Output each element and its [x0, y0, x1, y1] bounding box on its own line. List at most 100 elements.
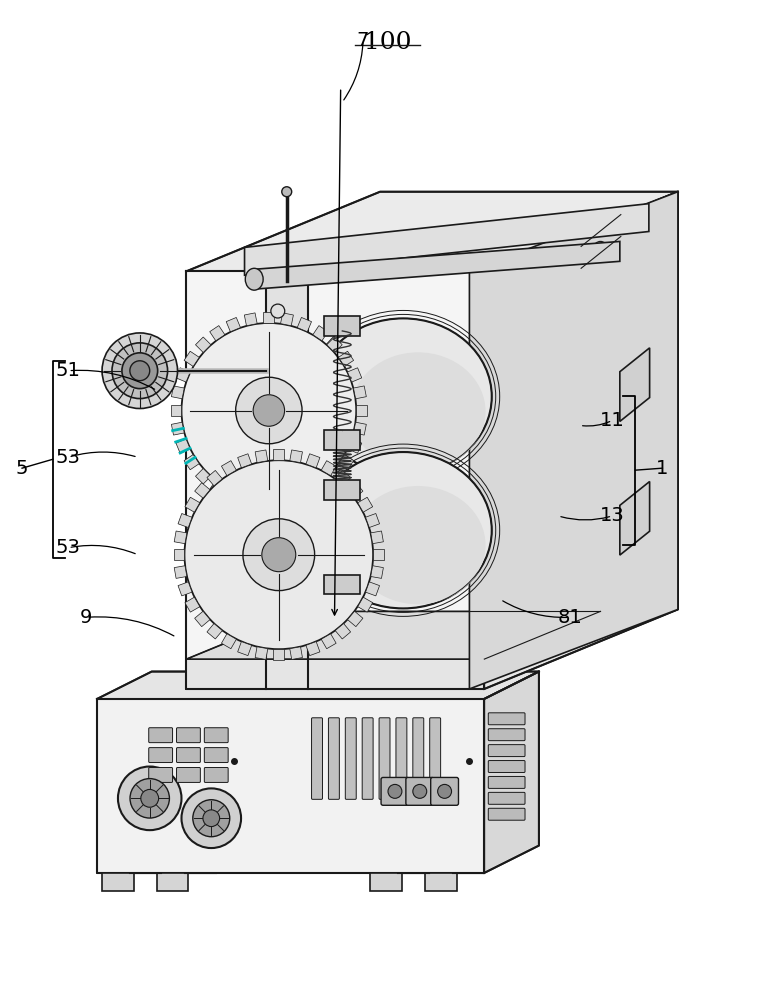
- Polygon shape: [469, 192, 678, 689]
- Polygon shape: [321, 461, 336, 476]
- Polygon shape: [244, 495, 257, 508]
- FancyBboxPatch shape: [176, 728, 200, 743]
- Circle shape: [437, 784, 451, 798]
- Circle shape: [282, 187, 291, 197]
- Polygon shape: [321, 634, 336, 649]
- FancyBboxPatch shape: [345, 718, 356, 799]
- Polygon shape: [347, 439, 362, 453]
- Polygon shape: [186, 192, 678, 271]
- Circle shape: [262, 538, 296, 572]
- Circle shape: [271, 304, 284, 318]
- Circle shape: [193, 800, 230, 837]
- Polygon shape: [186, 659, 484, 689]
- FancyBboxPatch shape: [406, 777, 434, 805]
- Polygon shape: [221, 634, 236, 649]
- Polygon shape: [356, 405, 368, 416]
- Polygon shape: [255, 450, 268, 463]
- Polygon shape: [195, 611, 210, 627]
- Polygon shape: [308, 500, 345, 560]
- Bar: [325, 575, 361, 594]
- Circle shape: [112, 343, 168, 399]
- FancyBboxPatch shape: [362, 718, 373, 799]
- Polygon shape: [327, 469, 342, 484]
- FancyBboxPatch shape: [488, 729, 525, 741]
- FancyBboxPatch shape: [148, 748, 172, 763]
- Ellipse shape: [315, 318, 492, 475]
- Polygon shape: [357, 597, 373, 612]
- Circle shape: [182, 323, 356, 498]
- Circle shape: [203, 810, 220, 827]
- Polygon shape: [266, 271, 308, 689]
- Polygon shape: [371, 566, 383, 578]
- Polygon shape: [339, 351, 354, 366]
- Polygon shape: [176, 368, 190, 382]
- Text: 9: 9: [80, 608, 92, 627]
- Circle shape: [184, 460, 373, 649]
- Polygon shape: [185, 497, 200, 512]
- FancyBboxPatch shape: [488, 745, 525, 757]
- Polygon shape: [173, 549, 184, 560]
- Polygon shape: [174, 531, 186, 544]
- Polygon shape: [335, 624, 350, 639]
- Polygon shape: [184, 351, 199, 366]
- Polygon shape: [207, 470, 222, 486]
- FancyBboxPatch shape: [148, 768, 172, 782]
- Bar: [325, 316, 361, 336]
- Polygon shape: [226, 489, 240, 504]
- Circle shape: [141, 789, 159, 807]
- Polygon shape: [290, 450, 302, 463]
- Polygon shape: [171, 405, 182, 416]
- Polygon shape: [298, 317, 312, 332]
- Bar: [325, 480, 361, 500]
- Polygon shape: [97, 699, 484, 873]
- Polygon shape: [371, 531, 383, 544]
- Polygon shape: [244, 313, 257, 326]
- Polygon shape: [226, 317, 240, 332]
- Polygon shape: [255, 647, 268, 659]
- FancyBboxPatch shape: [488, 808, 525, 820]
- FancyBboxPatch shape: [488, 761, 525, 772]
- FancyBboxPatch shape: [204, 748, 228, 763]
- Polygon shape: [370, 873, 402, 891]
- Polygon shape: [221, 461, 236, 476]
- Polygon shape: [102, 873, 134, 891]
- Polygon shape: [620, 348, 650, 421]
- Polygon shape: [347, 483, 363, 498]
- Ellipse shape: [350, 486, 486, 604]
- Circle shape: [102, 333, 177, 409]
- Polygon shape: [306, 454, 320, 468]
- Circle shape: [182, 788, 241, 848]
- Polygon shape: [254, 241, 620, 289]
- Polygon shape: [263, 312, 274, 323]
- Text: 53: 53: [56, 448, 81, 467]
- Polygon shape: [174, 566, 186, 578]
- FancyBboxPatch shape: [148, 728, 172, 743]
- Polygon shape: [210, 480, 225, 495]
- FancyBboxPatch shape: [379, 718, 390, 799]
- Polygon shape: [354, 422, 366, 435]
- Text: 81: 81: [557, 608, 582, 627]
- Polygon shape: [484, 192, 678, 689]
- FancyBboxPatch shape: [430, 777, 458, 805]
- Polygon shape: [313, 480, 328, 495]
- Text: 1: 1: [656, 459, 668, 478]
- Polygon shape: [97, 672, 539, 699]
- Circle shape: [413, 784, 427, 798]
- Text: 11: 11: [600, 411, 625, 430]
- Polygon shape: [274, 649, 284, 660]
- Polygon shape: [238, 642, 252, 656]
- Circle shape: [122, 353, 158, 389]
- Polygon shape: [335, 470, 350, 486]
- Circle shape: [130, 361, 150, 381]
- Polygon shape: [308, 367, 345, 426]
- Polygon shape: [263, 498, 274, 509]
- Polygon shape: [365, 514, 379, 528]
- FancyBboxPatch shape: [430, 718, 441, 799]
- FancyBboxPatch shape: [204, 768, 228, 782]
- Circle shape: [118, 767, 182, 830]
- Polygon shape: [210, 326, 225, 341]
- Circle shape: [322, 524, 333, 536]
- Ellipse shape: [315, 452, 492, 608]
- Polygon shape: [339, 455, 354, 470]
- Polygon shape: [280, 495, 294, 508]
